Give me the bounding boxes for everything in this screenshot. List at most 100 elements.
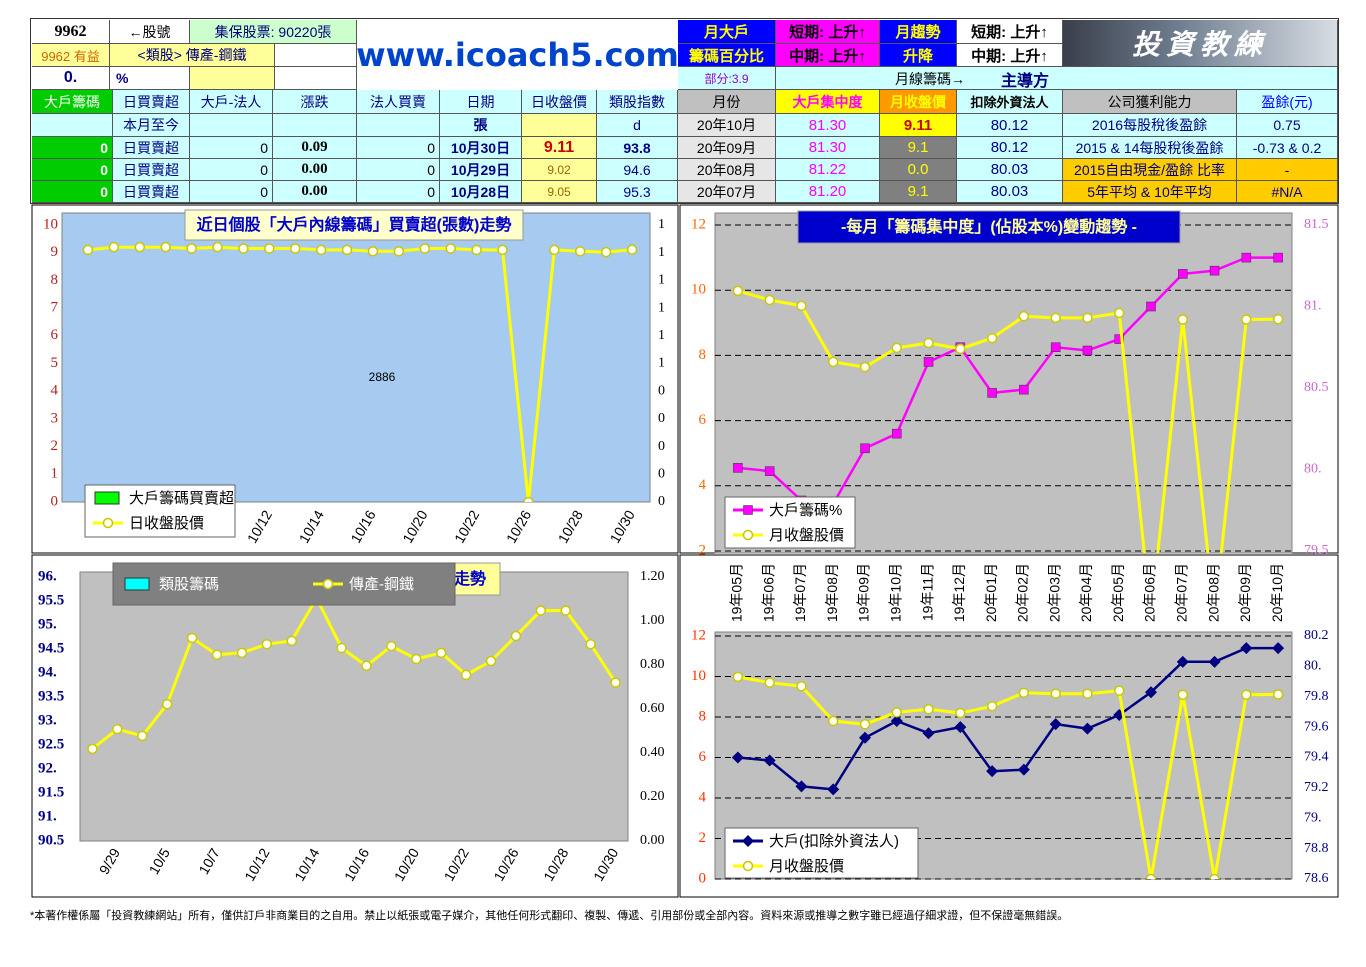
y2-tick-label: 79.6 xyxy=(1304,719,1329,734)
marker xyxy=(1272,642,1285,655)
y2-tick-label: 1.20 xyxy=(640,569,665,584)
column-header: 盈餘(元) xyxy=(1237,90,1338,114)
y2-tick-label: 80.5 xyxy=(1304,380,1329,395)
x-tick-label: 9/29 xyxy=(96,845,124,877)
x-tick-label: 10/26 xyxy=(503,507,534,546)
trend-cell: 短期: 上升↑ xyxy=(776,20,880,44)
y2-tick-label: 79.2 xyxy=(1304,780,1329,795)
table-cell: 5年平均 & 10年平均 xyxy=(1063,181,1237,203)
marker xyxy=(1018,311,1030,322)
column-header: 大戶籌碼 xyxy=(32,90,113,114)
x-tick-label: 10/28 xyxy=(540,845,571,884)
plot-area xyxy=(79,571,629,842)
series-line xyxy=(87,245,633,502)
y-tick-label: 8 xyxy=(699,347,707,363)
marker xyxy=(471,244,482,256)
marker xyxy=(986,701,998,712)
marker xyxy=(238,243,249,254)
marker xyxy=(386,640,397,652)
blank-cell xyxy=(275,44,357,67)
marker xyxy=(923,357,934,367)
change-unit: % xyxy=(110,67,190,90)
y2-tick-label: 1 xyxy=(658,328,665,343)
table-cell xyxy=(357,114,440,137)
marker xyxy=(795,780,808,793)
y2-tick-label: 80. xyxy=(1304,462,1322,477)
marker xyxy=(367,246,379,257)
y-tick-label: 6 xyxy=(699,412,707,428)
y-tick-label: 0 xyxy=(699,870,707,886)
marker xyxy=(732,671,744,683)
table-cell: 20年09月 xyxy=(678,137,776,159)
marker xyxy=(87,743,98,755)
chart-title: 走勢 xyxy=(453,569,486,588)
y-tick-label: 7 xyxy=(51,300,59,316)
y2-tick-label: 0 xyxy=(658,467,665,482)
x-tick-label: 20年03月 xyxy=(1046,563,1062,622)
table-cell: 9.11 xyxy=(522,137,597,159)
marker xyxy=(1113,685,1125,696)
table-cell: 9.11 xyxy=(880,114,957,137)
legend-label: 大戶籌碼買賣超 xyxy=(129,490,234,507)
legend-box xyxy=(724,827,919,879)
title-box xyxy=(797,210,1181,244)
table-cell: 張 xyxy=(440,114,522,137)
blank-cell xyxy=(275,67,357,90)
y-tick-label: 8 xyxy=(699,708,707,724)
marker xyxy=(986,332,998,344)
trend-cell: 中期: 上升↑ xyxy=(776,44,880,67)
marker xyxy=(264,243,275,254)
column-header: 法人買賣 xyxy=(357,90,440,114)
column-header: 大戶集中度 xyxy=(776,90,880,114)
marker xyxy=(585,638,596,650)
marker xyxy=(1082,345,1093,356)
y2-tick-label: 1 xyxy=(658,217,665,232)
marker xyxy=(764,466,775,476)
marker xyxy=(859,361,871,373)
marker xyxy=(160,241,171,253)
series-layer xyxy=(82,241,638,502)
y2-tick-label: 80. xyxy=(1304,659,1322,674)
column-header: 漲跌 xyxy=(273,90,357,114)
table-cell: 10月30日 xyxy=(440,137,522,159)
table-cell: 9.05 xyxy=(522,181,597,203)
marker xyxy=(289,243,301,254)
y-tick-label: 10 xyxy=(43,216,58,232)
x-tick-label: 10/22 xyxy=(441,845,472,884)
trend-cell: 短期: 上升↑ xyxy=(957,20,1063,44)
marker xyxy=(212,241,223,253)
marker xyxy=(497,244,508,256)
marker xyxy=(1240,642,1253,655)
legend-marker xyxy=(322,578,334,590)
marker xyxy=(1241,689,1252,700)
table-cell: 日買賣超 xyxy=(113,159,190,181)
panel-frame xyxy=(679,554,1339,898)
marker xyxy=(1082,688,1093,699)
marker xyxy=(1273,252,1283,263)
marker xyxy=(1209,873,1220,879)
table-cell: 80.12 xyxy=(957,114,1063,137)
y2-tick-label: 79.5 xyxy=(1304,543,1329,558)
marker xyxy=(1017,763,1030,776)
table-cell: 0 xyxy=(357,181,440,203)
trend-cell: 籌碼百分比 xyxy=(678,44,776,67)
marker xyxy=(549,244,560,256)
table-cell: 2015自由現金/盈餘 比率 xyxy=(1063,159,1237,181)
legend-label: 月收盤股價 xyxy=(769,858,844,875)
x-tick-label: 20年09月 xyxy=(1237,563,1253,622)
marker xyxy=(955,707,966,719)
marker xyxy=(827,356,839,368)
x-tick-label: 10/26 xyxy=(490,845,521,884)
marker xyxy=(1272,689,1284,700)
marker xyxy=(827,715,839,727)
brand-logo: 投資教練 xyxy=(1063,20,1338,67)
y-tick-label: 10 xyxy=(691,282,706,298)
marker xyxy=(1209,265,1220,276)
table-cell: #N/A xyxy=(1237,181,1338,203)
y2-tick-label: 0.80 xyxy=(640,657,665,672)
table-cell: 80.03 xyxy=(957,159,1063,181)
x-tick-label: 19年11月 xyxy=(919,563,935,621)
x-tick-label: 19年09月 xyxy=(856,563,872,622)
marker xyxy=(1113,307,1125,319)
